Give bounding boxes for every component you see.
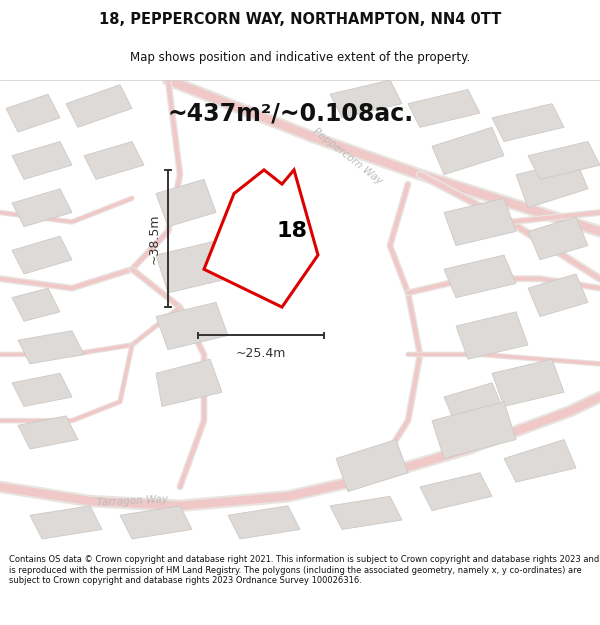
Polygon shape <box>420 472 492 511</box>
Polygon shape <box>528 217 588 260</box>
Polygon shape <box>444 382 504 426</box>
Polygon shape <box>84 141 144 179</box>
Text: Peppercorn Way: Peppercorn Way <box>311 126 385 186</box>
Polygon shape <box>204 170 318 307</box>
Text: ~38.5m: ~38.5m <box>148 213 161 264</box>
Polygon shape <box>432 127 504 174</box>
Polygon shape <box>156 359 222 406</box>
Polygon shape <box>444 198 516 246</box>
Polygon shape <box>12 288 60 321</box>
Text: 18: 18 <box>277 221 308 241</box>
Polygon shape <box>6 94 60 132</box>
Polygon shape <box>444 255 516 298</box>
Polygon shape <box>156 302 228 349</box>
Polygon shape <box>456 312 528 359</box>
Polygon shape <box>18 331 84 364</box>
Polygon shape <box>12 373 72 406</box>
Polygon shape <box>492 359 564 406</box>
Polygon shape <box>228 506 300 539</box>
Polygon shape <box>12 189 72 227</box>
Polygon shape <box>432 402 516 459</box>
Polygon shape <box>12 141 72 179</box>
Polygon shape <box>12 236 72 274</box>
Polygon shape <box>504 439 576 482</box>
Text: ~25.4m: ~25.4m <box>236 348 286 361</box>
Polygon shape <box>330 80 402 118</box>
Polygon shape <box>156 179 216 227</box>
Polygon shape <box>408 89 480 127</box>
Polygon shape <box>528 141 600 179</box>
Text: 18, PEPPERCORN WAY, NORTHAMPTON, NN4 0TT: 18, PEPPERCORN WAY, NORTHAMPTON, NN4 0TT <box>99 12 501 28</box>
Polygon shape <box>336 439 408 492</box>
Polygon shape <box>330 496 402 529</box>
Polygon shape <box>66 85 132 127</box>
Polygon shape <box>516 161 588 208</box>
Polygon shape <box>492 104 564 141</box>
Polygon shape <box>18 416 78 449</box>
Text: ~437m²/~0.108ac.: ~437m²/~0.108ac. <box>168 101 414 125</box>
Polygon shape <box>120 506 192 539</box>
Polygon shape <box>30 506 102 539</box>
Polygon shape <box>156 241 228 293</box>
Text: Map shows position and indicative extent of the property.: Map shows position and indicative extent… <box>130 51 470 64</box>
Text: Tarragon Way: Tarragon Way <box>96 494 168 508</box>
Polygon shape <box>528 274 588 316</box>
Text: Contains OS data © Crown copyright and database right 2021. This information is : Contains OS data © Crown copyright and d… <box>9 555 599 585</box>
